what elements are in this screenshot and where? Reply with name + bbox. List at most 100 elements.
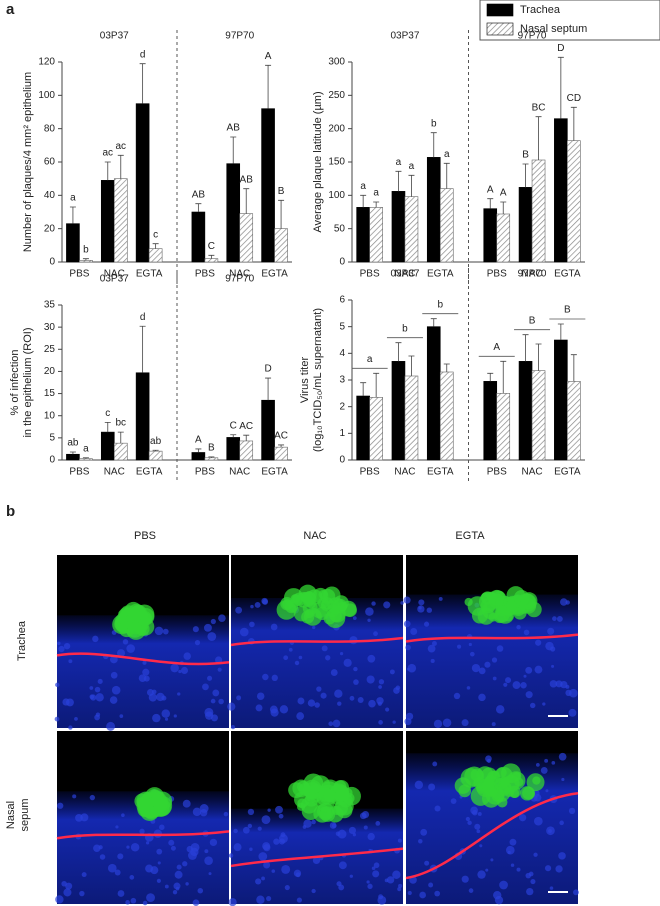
nucleus <box>182 799 191 808</box>
micrograph <box>228 731 404 906</box>
nucleus <box>95 693 104 702</box>
nucleus <box>461 719 469 727</box>
nucleus <box>338 861 347 870</box>
nucleus <box>164 884 169 889</box>
nucleus <box>266 895 272 902</box>
x-tick-label: PBS <box>360 269 380 280</box>
nucleus <box>339 652 344 656</box>
nucleus <box>384 878 389 883</box>
x-tick-label: EGTA <box>136 467 163 478</box>
y-tick-label: 3 <box>339 375 345 386</box>
nucleus <box>556 615 563 622</box>
nucleus <box>491 722 496 727</box>
error-bar <box>408 174 415 197</box>
error-bar <box>487 198 494 209</box>
nucleus <box>565 689 572 697</box>
group-label: 97P70 <box>518 269 547 280</box>
nucleus <box>217 667 222 672</box>
nucleus <box>194 639 201 646</box>
nucleus <box>407 890 412 896</box>
y-axis-label: (log₁₀TCID₅₀/mL supernatant) <box>312 308 324 452</box>
nucleus <box>311 819 316 825</box>
nucleus <box>89 694 95 700</box>
nucleus <box>106 721 116 731</box>
significance-letter: A <box>265 51 272 62</box>
nucleus <box>442 718 452 728</box>
nucleus <box>330 669 338 676</box>
infected-cell <box>136 797 154 815</box>
nucleus <box>210 618 216 625</box>
nucleus <box>214 656 223 664</box>
infected-cell <box>150 794 164 808</box>
nucleus <box>256 692 265 700</box>
nucleus <box>249 621 255 628</box>
nucleus <box>484 661 491 668</box>
significance-letter: b <box>437 299 443 310</box>
nucleus <box>294 660 300 666</box>
nucleus <box>242 826 250 834</box>
nucleus <box>296 712 305 720</box>
x-tick-label: EGTA <box>427 269 454 280</box>
significance-letter: D <box>264 364 271 375</box>
nucleus <box>173 714 177 718</box>
nucleus <box>261 815 271 825</box>
nucleus <box>130 842 140 852</box>
nucleus <box>152 713 161 723</box>
nucleus <box>117 649 126 658</box>
nucleus <box>110 671 118 679</box>
nucleus <box>569 688 578 698</box>
nucleus <box>404 718 412 726</box>
nucleus <box>485 868 489 872</box>
bar <box>226 437 241 461</box>
nucleus <box>235 606 243 614</box>
error-bar <box>443 162 450 189</box>
error-bar <box>373 372 380 398</box>
nucleus <box>392 720 396 724</box>
y-tick-label: 40 <box>44 190 56 201</box>
nucleus <box>126 644 136 653</box>
nucleus <box>559 820 564 826</box>
nucleus <box>371 866 376 871</box>
infected-cell <box>478 591 499 612</box>
error-bar <box>522 163 529 188</box>
nucleus <box>55 895 64 904</box>
nucleus <box>180 666 189 675</box>
nucleus <box>204 707 214 717</box>
nucleus <box>472 809 478 816</box>
nucleus <box>278 813 284 819</box>
bar <box>191 211 206 263</box>
nucleus <box>352 833 357 837</box>
nucleus <box>357 697 364 703</box>
nucleus <box>94 686 101 693</box>
nucleus <box>143 675 150 682</box>
nucleus <box>199 804 209 813</box>
significance-letter: d <box>140 49 146 60</box>
nucleus <box>525 691 533 699</box>
group-label: 03P37 <box>100 274 129 285</box>
legend-swatch <box>486 22 514 36</box>
x-tick-label: NAC <box>521 269 542 280</box>
y-tick-label: 2 <box>339 401 345 412</box>
y-tick-label: 250 <box>328 90 345 101</box>
nucleus <box>172 890 178 895</box>
nucleus <box>107 863 117 873</box>
nucleus <box>98 845 103 850</box>
infected-cell <box>458 784 472 798</box>
nucleus <box>257 826 262 831</box>
nucleus <box>516 867 521 872</box>
y-tick-label: 10 <box>44 410 56 421</box>
micrograph <box>55 731 230 906</box>
nucleus <box>279 834 288 844</box>
nucleus <box>486 758 492 763</box>
error-bar <box>360 194 367 208</box>
nucleus <box>426 607 433 613</box>
bar <box>567 381 581 461</box>
infected-cell <box>301 801 320 821</box>
nucleus <box>373 862 380 869</box>
legend-label: Trachea <box>520 4 561 16</box>
infected-cell <box>303 773 324 794</box>
nucleus <box>519 814 527 822</box>
nucleus <box>528 871 534 877</box>
nucleus <box>523 629 530 636</box>
